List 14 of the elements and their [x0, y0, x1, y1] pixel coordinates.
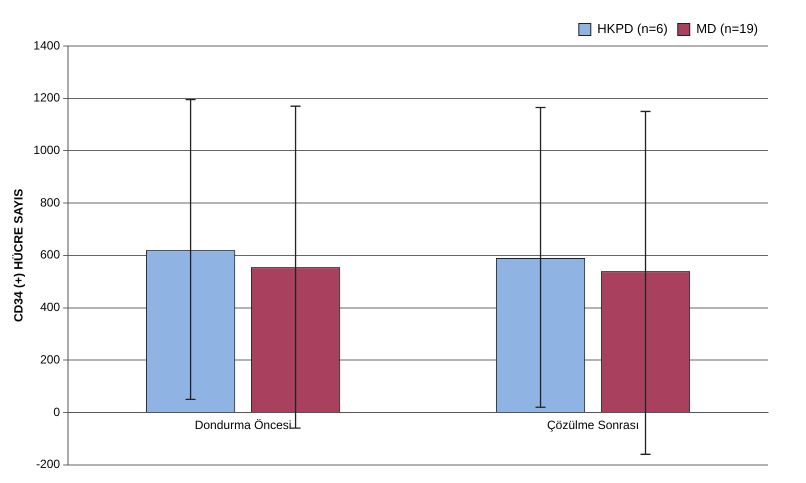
- y-tick-label: 600: [40, 248, 60, 262]
- y-axis-title: CD34 (+) HÜCRE SAYIS: [12, 188, 26, 322]
- x-tick-label: Çözülme Sonrası: [547, 418, 640, 432]
- y-tick-label: -200: [36, 457, 60, 472]
- legend-label: HKPD (n=6): [597, 21, 668, 36]
- y-tick-label: 200: [40, 352, 60, 366]
- y-tick-label: 400: [40, 300, 60, 314]
- y-tick-label: 1400: [33, 38, 60, 52]
- y-tick-label: 0: [53, 404, 60, 419]
- y-tick-label: 1000: [33, 143, 60, 158]
- y-tick-label: 1200: [33, 90, 60, 105]
- x-tick-label: Dondurma Öncesi: [194, 418, 292, 432]
- y-tick-label: 800: [40, 195, 60, 210]
- legend-label: MD (n=19): [696, 21, 758, 36]
